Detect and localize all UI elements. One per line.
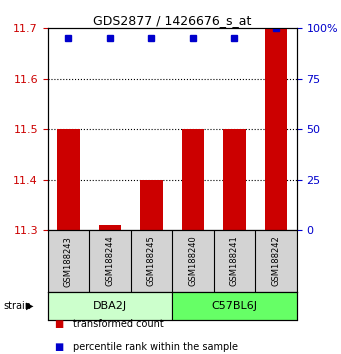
Bar <box>99 225 121 230</box>
FancyBboxPatch shape <box>172 292 297 320</box>
Bar <box>57 129 80 230</box>
Bar <box>223 129 246 230</box>
Text: ■: ■ <box>55 319 64 329</box>
Text: ▶: ▶ <box>26 301 33 311</box>
Text: GSM188242: GSM188242 <box>271 236 280 286</box>
Text: percentile rank within the sample: percentile rank within the sample <box>73 342 238 352</box>
Text: strain: strain <box>3 301 31 311</box>
Bar <box>140 180 163 230</box>
Text: GSM188245: GSM188245 <box>147 236 156 286</box>
Text: DBA2J: DBA2J <box>93 301 127 311</box>
Text: C57BL6J: C57BL6J <box>211 301 257 311</box>
FancyBboxPatch shape <box>48 292 172 320</box>
Bar <box>265 28 287 230</box>
Title: GDS2877 / 1426676_s_at: GDS2877 / 1426676_s_at <box>93 14 251 27</box>
Text: GSM188244: GSM188244 <box>105 236 115 286</box>
Text: GSM188240: GSM188240 <box>189 236 197 286</box>
Text: GSM188243: GSM188243 <box>64 236 73 286</box>
Bar <box>181 129 204 230</box>
Text: GSM188241: GSM188241 <box>230 236 239 286</box>
Text: ■: ■ <box>55 342 64 352</box>
Text: transformed count: transformed count <box>73 319 164 329</box>
